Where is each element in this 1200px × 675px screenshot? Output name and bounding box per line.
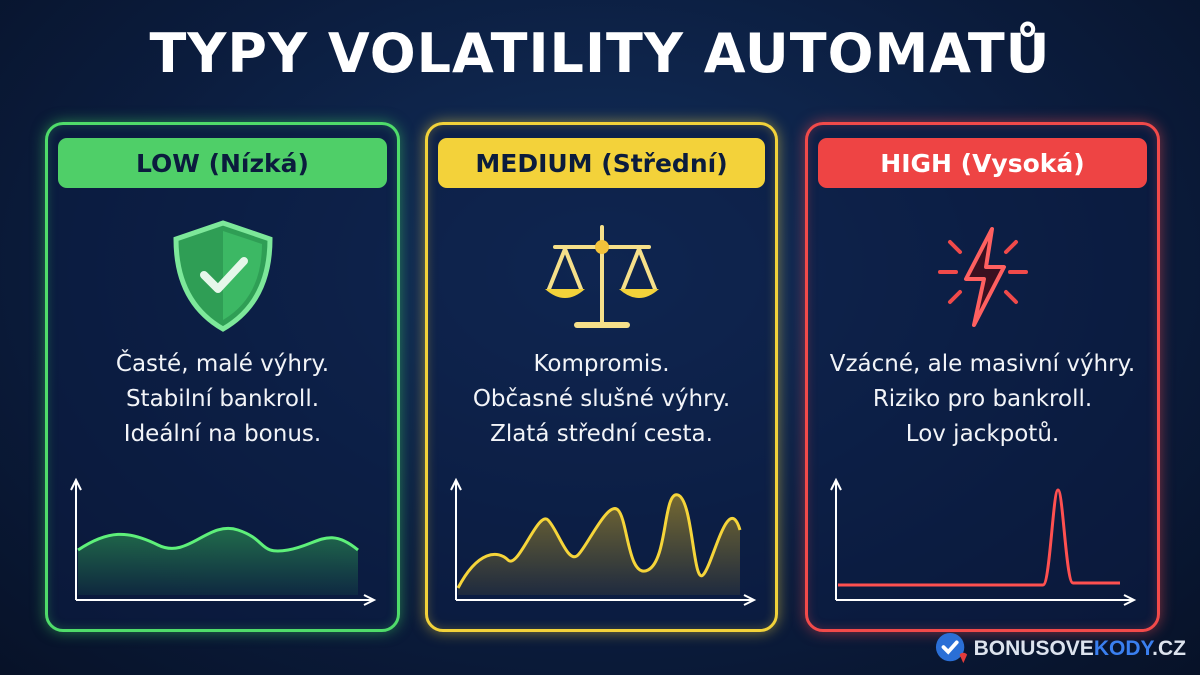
card-header: LOW (Nízká): [58, 138, 387, 188]
desc-line: Riziko pro bankroll.: [872, 386, 1093, 412]
desc-line: Občasné slušné výhry.: [472, 386, 731, 412]
logo-part: KODY: [1093, 637, 1153, 660]
brand-logo: BONUSOVEKODY.CZ: [935, 632, 1186, 666]
high-volatility-graph: [830, 477, 1137, 606]
page-title: TYPY VOLATILITY AUTOMATŮ: [149, 22, 1051, 85]
desc-line: Stabilní bankroll.: [125, 386, 320, 412]
card-header: MEDIUM (Střední): [438, 138, 765, 188]
desc-line: Časté, malé výhry.: [115, 351, 330, 377]
scales-icon: [544, 225, 659, 328]
check-badge-icon: [935, 632, 967, 664]
lightning-icon: [937, 227, 1028, 327]
desc-line: Lov jackpotů.: [905, 421, 1060, 447]
card-low: LOW (Nízká) Časté, malé výhry. Stabilní …: [45, 122, 400, 632]
desc-line: Ideální na bonus.: [123, 421, 322, 447]
logo-part: .CZ: [1152, 637, 1186, 660]
shield-check-icon: [172, 220, 273, 332]
low-volatility-graph: [70, 477, 377, 606]
card-medium: MEDIUM (Střední) Kompromis. Občasné sluš…: [425, 122, 778, 632]
card-high: HIGH (Vysoká) Vzácné, ale masivní výhry.…: [805, 122, 1160, 632]
medium-volatility-graph: [450, 477, 757, 606]
desc-line: Kompromis.: [533, 351, 670, 377]
logo-part: BONUSOVE: [973, 637, 1094, 660]
card-header: HIGH (Vysoká): [818, 138, 1147, 188]
desc-line: Zlatá střední cesta.: [490, 421, 713, 447]
desc-line: Vzácné, ale masivní výhry.: [829, 351, 1136, 377]
